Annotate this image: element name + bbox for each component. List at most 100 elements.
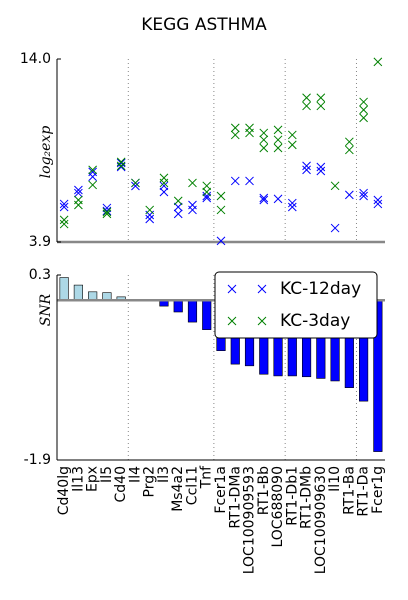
point xyxy=(259,128,269,138)
x-tick-label: Fcer1g xyxy=(370,466,386,514)
point xyxy=(102,209,112,219)
point xyxy=(131,181,140,191)
chart-title: KEGG ASTHMA xyxy=(141,15,267,35)
x-tick-label: LOC688090 xyxy=(270,466,286,548)
y-axis-label: log₂exp xyxy=(38,126,54,179)
point xyxy=(287,140,297,150)
x-tick-label: Cd40lg xyxy=(56,466,72,515)
point xyxy=(88,167,98,177)
point xyxy=(59,199,69,209)
point xyxy=(245,128,254,138)
legend-label: KC-12day xyxy=(280,279,361,299)
point xyxy=(116,157,126,167)
point xyxy=(344,137,354,147)
point xyxy=(102,207,112,217)
point xyxy=(159,178,169,188)
point xyxy=(359,97,368,107)
x-tick-label: LOC100909593 xyxy=(242,466,258,574)
x-tick-label: RT1-Bb xyxy=(256,466,272,515)
point xyxy=(373,195,383,205)
point xyxy=(359,188,368,198)
point xyxy=(273,125,283,135)
bar xyxy=(59,277,69,301)
point xyxy=(316,166,326,176)
point xyxy=(188,200,197,210)
point xyxy=(245,176,254,186)
point xyxy=(216,236,226,246)
x-tick-label: Ms4a2 xyxy=(170,466,186,512)
point xyxy=(302,165,311,175)
point xyxy=(202,191,212,201)
y-tick-label: 3.9 xyxy=(29,234,51,250)
point xyxy=(359,113,368,123)
point xyxy=(287,198,297,208)
point xyxy=(373,57,383,67)
point xyxy=(359,105,368,115)
bar xyxy=(173,299,183,313)
point xyxy=(230,123,240,133)
x-tick-label: Il10 xyxy=(327,466,343,492)
point xyxy=(102,206,112,216)
bar xyxy=(187,299,198,323)
point xyxy=(59,202,69,212)
point xyxy=(287,202,297,212)
point xyxy=(173,196,183,206)
legend-box xyxy=(214,271,378,339)
x-tick-label: Epx xyxy=(85,466,101,492)
point xyxy=(216,205,226,215)
point xyxy=(273,143,283,153)
x-tick-label: Prg2 xyxy=(142,466,158,498)
point xyxy=(316,101,326,111)
point xyxy=(145,214,155,224)
bar xyxy=(202,299,212,330)
point xyxy=(88,172,98,182)
bar xyxy=(73,284,83,301)
y-axis-label: SNR xyxy=(38,293,54,326)
point xyxy=(202,187,212,197)
x-tick-label: LOC100909630 xyxy=(313,466,329,574)
point xyxy=(74,185,83,195)
point xyxy=(216,191,226,201)
point xyxy=(259,193,269,203)
x-tick-label: Ccl11 xyxy=(184,466,200,505)
point xyxy=(116,161,126,171)
point xyxy=(74,200,83,210)
point xyxy=(159,187,169,197)
x-tick-label: RT1-DMb xyxy=(299,466,315,529)
y-tick-label: 14.0 xyxy=(20,51,51,67)
x-tick-label: Fcer1a xyxy=(213,466,229,514)
point xyxy=(259,143,269,153)
x-tick-label: Il5 xyxy=(99,466,115,483)
point xyxy=(159,181,169,191)
x-tick-label: Cd40 xyxy=(113,466,129,502)
point xyxy=(116,158,126,168)
point xyxy=(259,195,269,205)
point xyxy=(202,181,212,191)
point xyxy=(88,165,98,175)
point xyxy=(344,145,354,155)
point xyxy=(173,209,183,219)
point xyxy=(344,190,354,200)
x-tick-label: Tnf xyxy=(199,465,215,489)
point xyxy=(145,205,155,215)
point xyxy=(316,162,326,172)
point xyxy=(302,161,311,171)
x-tick-label: RT1-Ba xyxy=(341,466,357,515)
point xyxy=(302,93,311,103)
legend-label: KC-3day xyxy=(280,311,350,331)
legend-marker xyxy=(227,316,267,326)
point xyxy=(273,194,283,204)
point xyxy=(259,135,269,145)
point xyxy=(330,181,340,191)
point xyxy=(230,176,240,186)
point xyxy=(59,215,69,225)
x-tick-label: Il13 xyxy=(70,466,86,492)
legend: KC-12day KC-3day xyxy=(214,271,378,339)
point xyxy=(173,202,183,212)
x-tick-label: RT1-Da xyxy=(356,466,372,517)
point xyxy=(373,199,383,209)
bar xyxy=(88,291,98,301)
point xyxy=(188,205,197,215)
point xyxy=(88,180,98,190)
